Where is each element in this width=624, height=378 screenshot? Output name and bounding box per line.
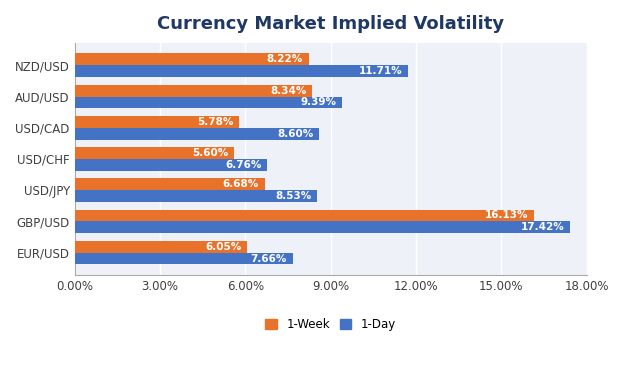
Text: 5.78%: 5.78% bbox=[197, 117, 233, 127]
Bar bbox=[75, 85, 312, 96]
Bar bbox=[75, 178, 265, 190]
Text: 5.60%: 5.60% bbox=[192, 148, 228, 158]
Bar bbox=[75, 147, 234, 159]
Text: 7.66%: 7.66% bbox=[251, 254, 287, 263]
Text: 8.60%: 8.60% bbox=[278, 129, 314, 139]
Bar bbox=[75, 253, 293, 265]
Bar bbox=[75, 96, 342, 108]
Text: 16.13%: 16.13% bbox=[484, 211, 528, 220]
Text: 6.76%: 6.76% bbox=[225, 160, 261, 170]
Bar bbox=[75, 222, 570, 233]
Text: 17.42%: 17.42% bbox=[521, 222, 565, 232]
Text: 8.34%: 8.34% bbox=[270, 85, 306, 96]
Bar bbox=[75, 190, 318, 202]
Text: 8.22%: 8.22% bbox=[266, 54, 303, 64]
Title: Currency Market Implied Volatility: Currency Market Implied Volatility bbox=[157, 15, 504, 33]
Text: 11.71%: 11.71% bbox=[359, 66, 402, 76]
Bar bbox=[75, 128, 319, 139]
Bar bbox=[75, 53, 308, 65]
Bar bbox=[75, 241, 247, 253]
Text: 9.39%: 9.39% bbox=[300, 98, 336, 107]
Bar bbox=[75, 209, 534, 222]
Bar bbox=[75, 65, 408, 77]
Text: 6.68%: 6.68% bbox=[223, 179, 259, 189]
Text: 6.05%: 6.05% bbox=[205, 242, 241, 252]
Legend: 1-Week, 1-Day: 1-Week, 1-Day bbox=[261, 313, 401, 336]
Text: 8.53%: 8.53% bbox=[275, 191, 311, 201]
Bar bbox=[75, 116, 239, 128]
Bar bbox=[75, 159, 267, 171]
